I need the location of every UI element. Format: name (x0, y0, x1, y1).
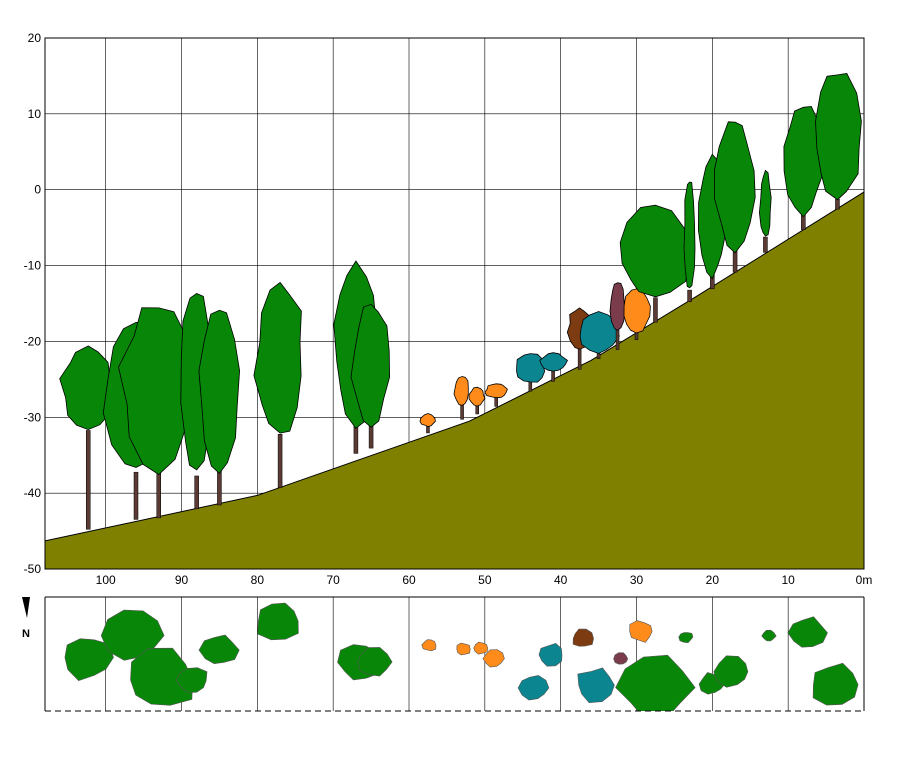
y-tick-label: -30 (24, 410, 42, 424)
crown-map-shape (64, 638, 114, 681)
crown-map-shape (473, 641, 489, 655)
tree-crown (468, 386, 486, 407)
y-tick-label: 20 (28, 31, 42, 45)
y-tick-label: 0 (34, 183, 41, 197)
crown-map-shape (257, 602, 299, 641)
terrain-slope (45, 191, 864, 569)
tree-crown (623, 288, 651, 334)
x-tick-label: 0m (856, 573, 873, 587)
plot-frame (44, 37, 865, 570)
crown-map-shape (613, 652, 629, 665)
x-tick-label: 70 (326, 573, 340, 587)
tree (198, 309, 241, 506)
y-tick-label: -20 (24, 334, 42, 348)
x-tick-label: 10 (781, 573, 795, 587)
crown-map-shape (517, 675, 550, 701)
north-label: N (22, 628, 30, 640)
tree-crown (539, 352, 569, 372)
tree (253, 281, 302, 488)
x-tick-label: 40 (554, 573, 568, 587)
tree-crown (59, 345, 115, 431)
y-tick-label: -10 (24, 259, 42, 273)
tree-crown (619, 204, 695, 298)
tree-trunk (460, 403, 464, 420)
tree (453, 376, 469, 420)
tree-crown (350, 303, 391, 428)
x-tick-label: 50 (478, 573, 492, 587)
tree (683, 181, 696, 302)
north-arrow-icon (22, 597, 30, 618)
tree-crown (453, 376, 469, 406)
crown-map-shape (357, 647, 393, 677)
tree-trunk (577, 346, 582, 370)
crown-map-shape (198, 634, 240, 665)
tree (539, 352, 569, 382)
tree-trunk (133, 471, 139, 520)
tree (758, 169, 772, 253)
tree (468, 386, 486, 415)
crown-map-shape (482, 649, 505, 668)
tree (623, 288, 651, 340)
terrain-layer (45, 191, 864, 569)
tree-crown (419, 413, 436, 428)
crown-map-shape (577, 667, 615, 704)
crown-map-layer (64, 602, 859, 711)
tree-trunk (551, 369, 555, 382)
tree-trunk (687, 289, 692, 302)
y-tick-label: 10 (28, 107, 42, 121)
tree-trunk (277, 434, 283, 488)
crown-map-shape (678, 632, 694, 644)
tree (419, 413, 436, 434)
tree (815, 73, 862, 210)
tree-crown (758, 169, 772, 237)
tree (713, 121, 756, 273)
crown-map-shape (615, 654, 696, 711)
crown-map-shape (130, 647, 193, 706)
tree-trunk (156, 468, 161, 519)
tree-trunk (653, 297, 658, 323)
x-tick-label: 80 (251, 573, 265, 587)
x-axis-ticks: 100 90 80 70 60 50 40 30 20 10 0m (96, 573, 873, 587)
tree-crown (683, 181, 696, 289)
crown-map-shape (713, 655, 749, 688)
tree-crown (713, 121, 756, 254)
y-tick-label: -50 (24, 562, 42, 576)
x-tick-label: 90 (175, 573, 189, 587)
tree-trunk (615, 327, 620, 350)
crown-map-shape (787, 616, 828, 648)
tree (59, 345, 115, 530)
tree-trunk (85, 430, 91, 530)
tree-crown (253, 281, 302, 434)
crown-map-shape (175, 667, 208, 694)
tree (350, 303, 391, 449)
tree-crown (484, 383, 508, 399)
tree-crown (609, 282, 626, 331)
crown-map-shape (421, 639, 437, 652)
y-axis-ticks: 20 10 0 -10 -20 -30 -40 -50 (24, 31, 42, 576)
tree-trunk (194, 475, 199, 510)
tree-crown (815, 73, 862, 201)
tree-crown (198, 309, 241, 474)
tree-trunk (835, 198, 840, 210)
tree-trunk (528, 380, 533, 392)
tree-trunk (763, 236, 768, 253)
y-tick-label: -40 (24, 486, 42, 500)
crown-map-shape (456, 642, 471, 656)
tree-crown (516, 353, 546, 383)
crown-map-shape (812, 662, 859, 706)
x-tick-label: 30 (630, 573, 644, 587)
x-tick-label: 60 (402, 573, 416, 587)
x-tick-label: 100 (96, 573, 116, 587)
tree (484, 383, 508, 407)
crown-map-shape (629, 620, 653, 643)
trees-layer (59, 73, 862, 530)
crown-map-shape (538, 643, 563, 667)
crown-map-shape (761, 629, 777, 642)
x-tick-label: 20 (706, 573, 720, 587)
crown-map-shape (572, 628, 594, 647)
north-arrow: N (22, 597, 30, 640)
tree (609, 282, 626, 350)
